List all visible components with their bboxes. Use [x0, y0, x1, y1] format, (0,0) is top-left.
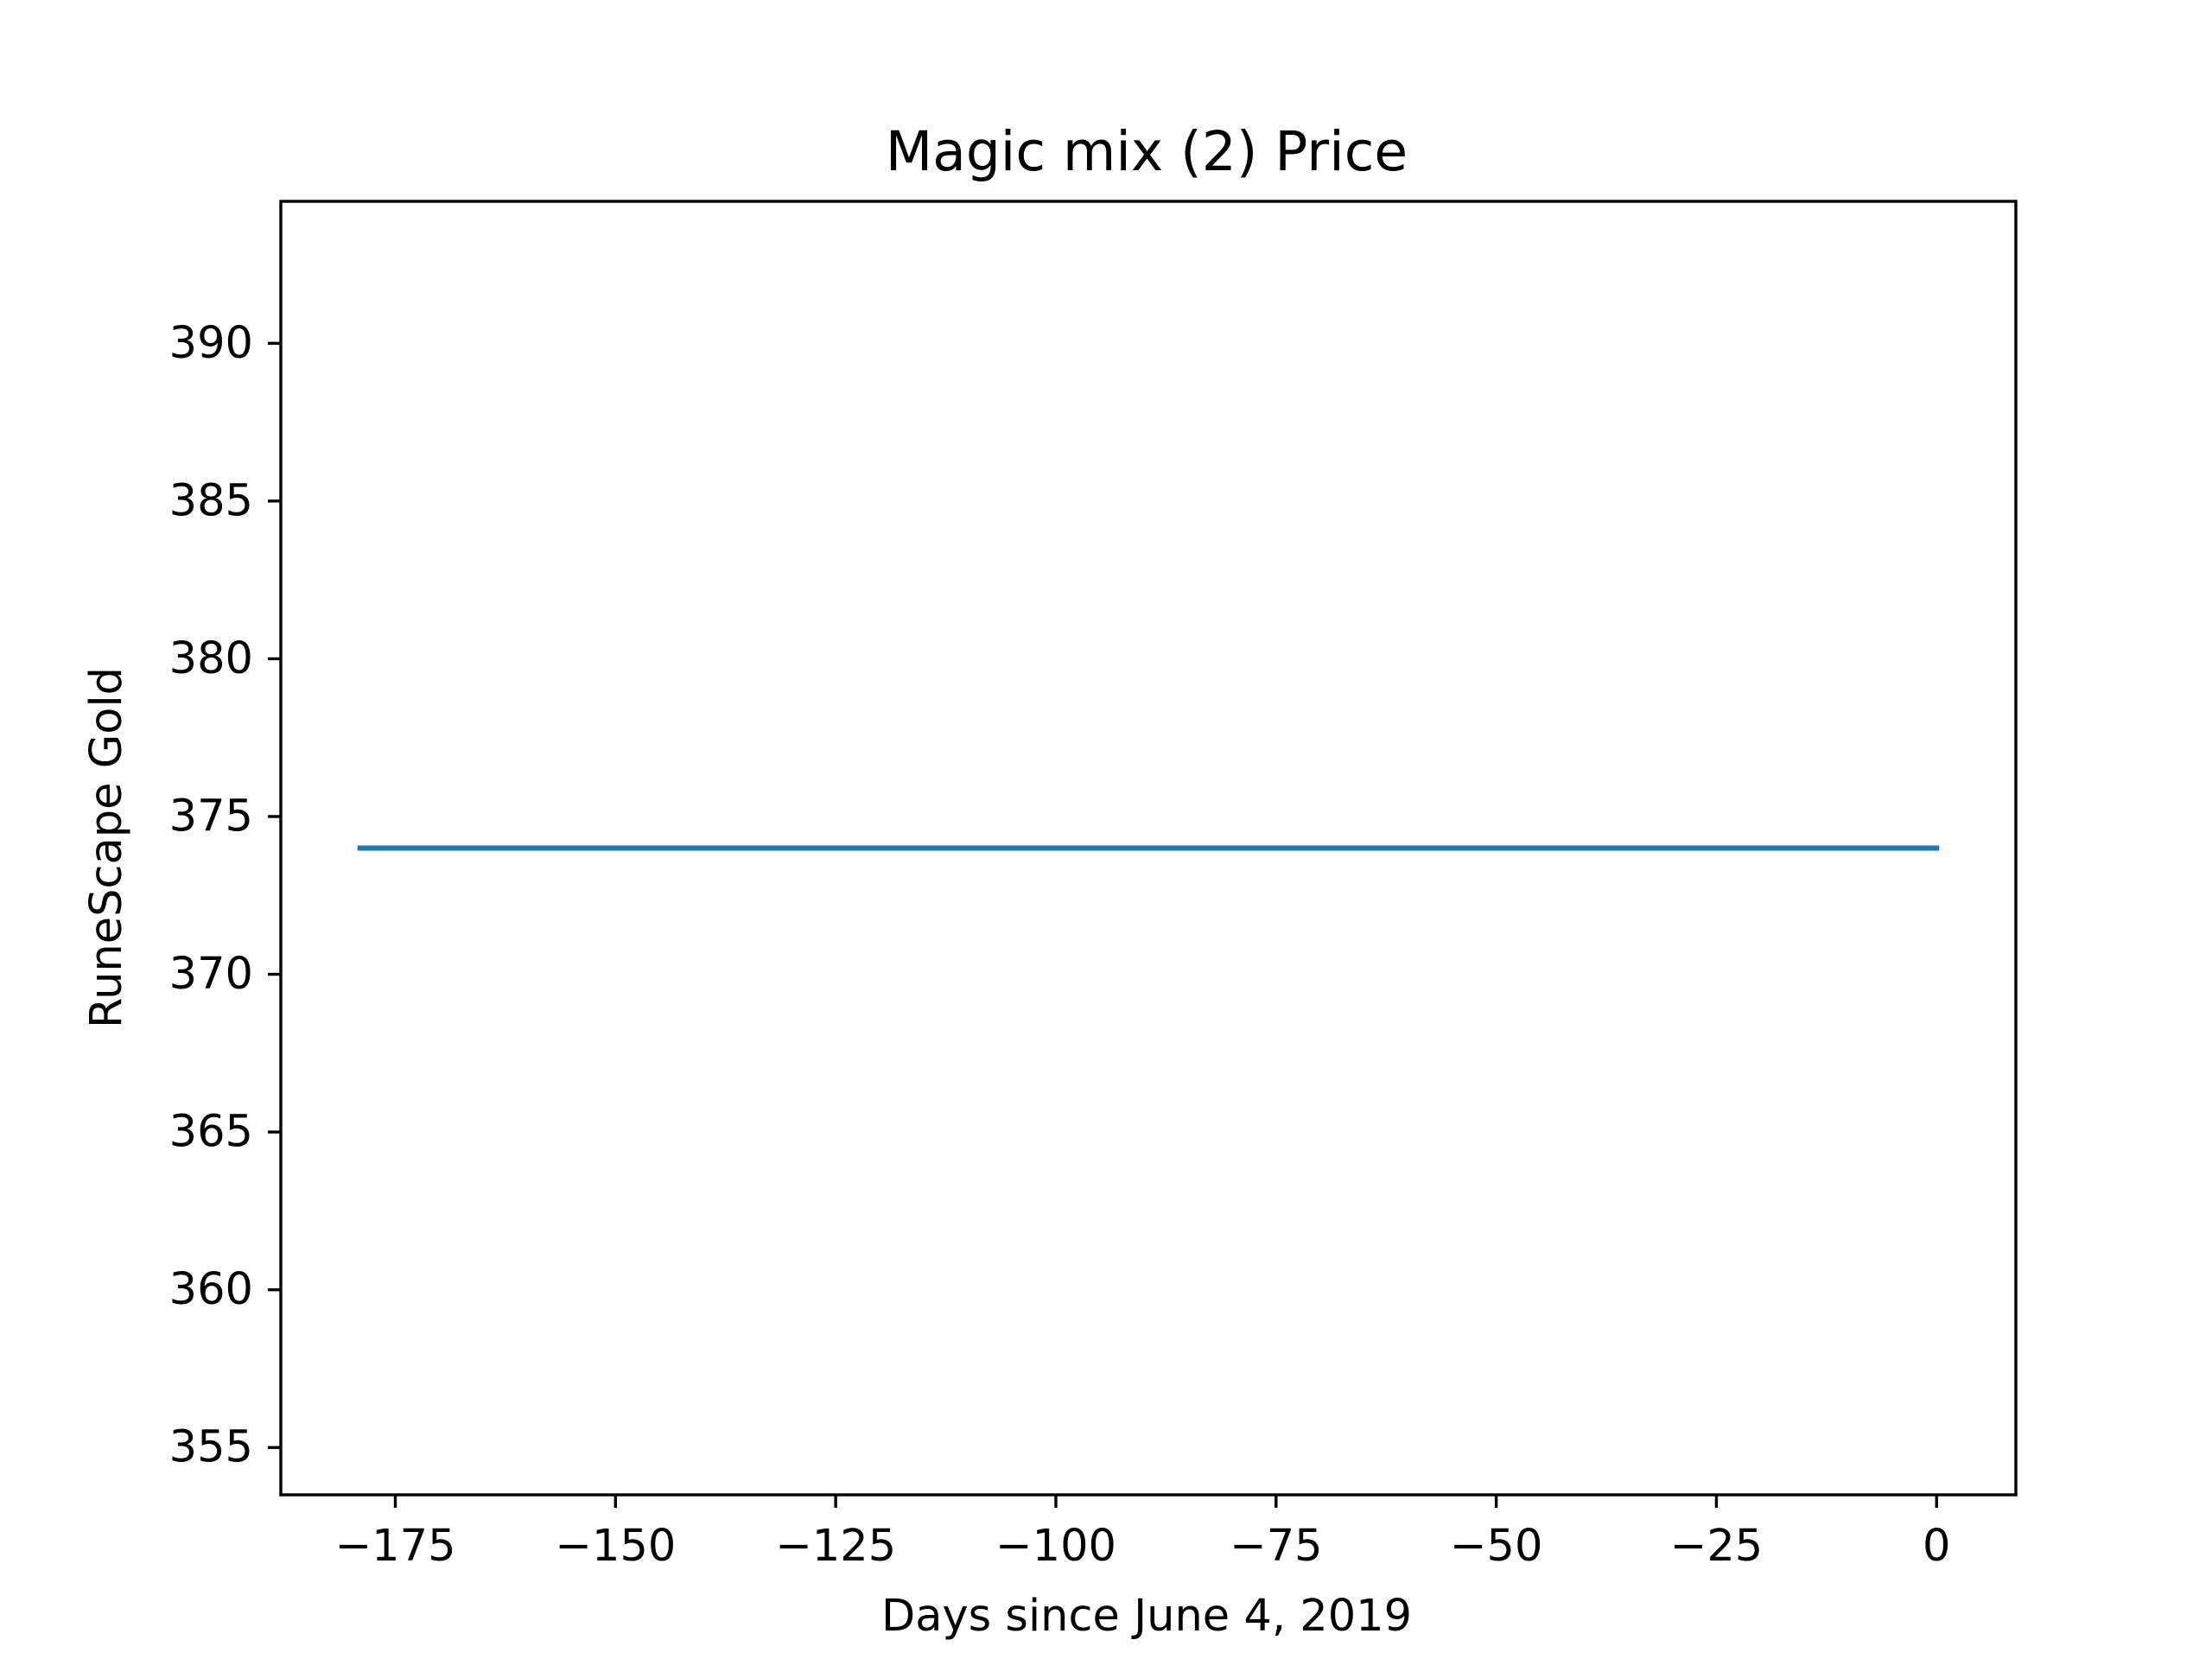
y-tick-label: 375 — [169, 791, 253, 842]
y-tick-label: 360 — [169, 1264, 253, 1315]
y-tick-label: 380 — [169, 633, 253, 684]
y-tick-label: 390 — [169, 318, 253, 369]
x-tick-label: 0 — [1923, 1521, 1950, 1572]
x-tick-label: −100 — [995, 1521, 1116, 1572]
y-axis-ticks: 355 360 365 370 375 380 385 390 — [169, 318, 281, 1473]
x-tick-label: −175 — [334, 1521, 455, 1572]
y-tick-label: 370 — [169, 949, 253, 1000]
y-tick-label: 355 — [169, 1422, 253, 1473]
plot-frame — [279, 200, 2018, 1497]
x-axis-label: Days since June 4, 2019 — [881, 1591, 1412, 1642]
x-tick-label: −125 — [775, 1521, 896, 1572]
y-axis-label: RuneScape Gold — [81, 667, 132, 1028]
x-tick-label: −50 — [1450, 1521, 1543, 1572]
chart-title: Magic mix (2) Price — [886, 120, 1408, 183]
x-axis-ticks: −175 −150 −125 −100 −75 −50 −25 0 — [334, 1495, 1950, 1572]
y-tick-label: 385 — [169, 475, 253, 526]
x-tick-label: −75 — [1230, 1521, 1323, 1572]
y-tick-label: 365 — [169, 1107, 253, 1158]
x-tick-label: −25 — [1670, 1521, 1764, 1572]
x-tick-label: −150 — [555, 1521, 676, 1572]
